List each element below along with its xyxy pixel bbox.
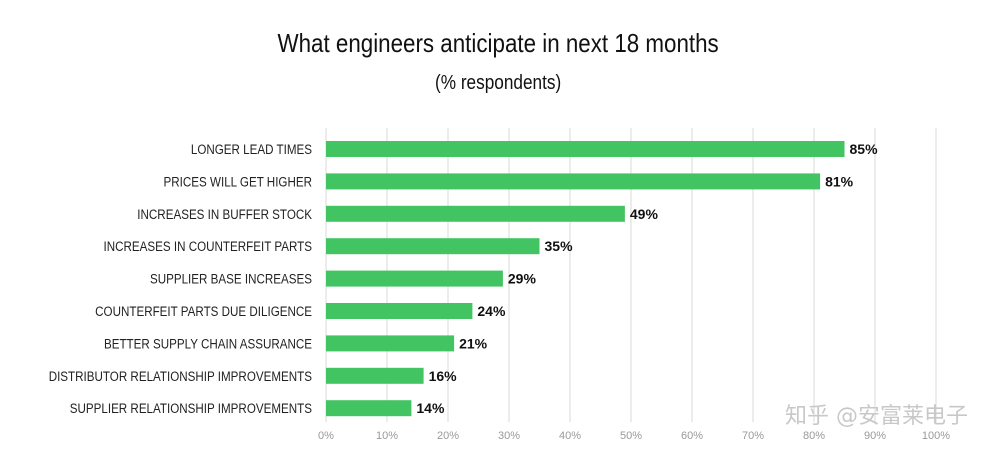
bar <box>326 141 845 157</box>
value-label: 16% <box>429 368 458 384</box>
bar <box>326 303 473 319</box>
value-label: 21% <box>459 335 488 351</box>
bar <box>326 173 821 190</box>
category-label: INCREASES IN COUNTERFEIT PARTS <box>104 238 312 254</box>
category-label: INCREASES IN BUFFER STOCK <box>137 206 312 222</box>
x-tick-label: 20% <box>437 430 459 442</box>
category-label: BETTER SUPPLY CHAIN ASSURANCE <box>104 335 312 351</box>
category-labels: LONGER LEAD TIMES PRICES WILL GET HIGHER I… <box>49 141 313 417</box>
x-tick-label: 0% <box>318 430 334 442</box>
bar <box>326 238 540 255</box>
value-label: 81% <box>825 173 854 189</box>
watermark: 知乎 @安富莱电子 <box>785 404 968 429</box>
x-tick-label: 60% <box>681 430 703 442</box>
category-label: DISTRIBUTOR RELATIONSHIP IMPROVEMENTS <box>49 368 312 384</box>
category-label: LONGER LEAD TIMES <box>191 141 312 157</box>
chart-title: What engineers anticipate in next 18 mon… <box>277 28 719 58</box>
x-tick-label: 100% <box>922 430 950 442</box>
x-tick-label: 50% <box>620 430 642 442</box>
value-label: 24% <box>477 303 506 319</box>
value-label: 35% <box>545 238 574 254</box>
x-tick-label: 30% <box>498 430 520 442</box>
x-tick-label: 80% <box>803 430 825 442</box>
category-label: PRICES WILL GET HIGHER <box>164 173 312 189</box>
bar <box>326 270 503 287</box>
bar <box>326 205 625 222</box>
bar <box>326 335 455 352</box>
x-tick-label: 10% <box>376 430 398 442</box>
bar <box>326 367 424 384</box>
value-labels: 85% 81% 49% 35% 29%24% 21% 16% 14% <box>416 141 878 416</box>
value-label: 49% <box>630 206 659 222</box>
bar <box>326 400 412 417</box>
value-label: 29% <box>508 271 537 287</box>
category-label: SUPPLIER BASE INCREASES <box>150 271 312 287</box>
x-tick-label: 40% <box>559 430 581 442</box>
x-tick-label: 70% <box>742 430 764 442</box>
x-axis-ticks: 0% 10% 20% 30% 40% 50% 60% 70% 80% 90% 100% <box>318 430 950 442</box>
x-tick-label: 90% <box>864 430 886 442</box>
value-label: 85% <box>850 141 879 157</box>
bars <box>326 141 845 417</box>
category-label: SUPPLIER RELATIONSHIP IMPROVEMENTS <box>70 400 312 416</box>
category-label: COUNTERFEIT PARTS DUE DILIGENCE <box>95 303 312 319</box>
value-label: 14% <box>416 400 445 416</box>
chart-subtitle: (% respondents) <box>435 72 562 94</box>
